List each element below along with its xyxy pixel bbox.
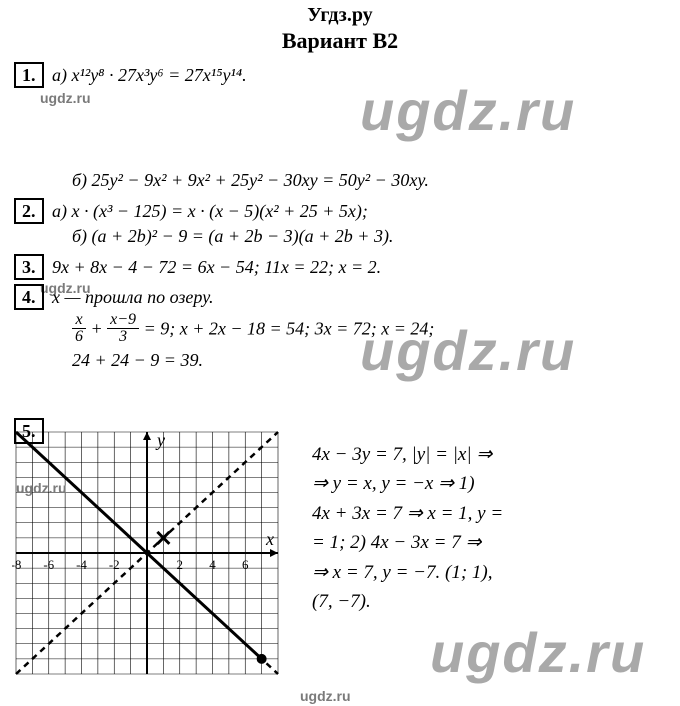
svg-text:x: x: [265, 529, 274, 549]
eq-line-1: 4x − 3y = 7, |y| = |x| ⇒: [312, 440, 662, 469]
coordinate-chart: -8 -6 -4 -2 2 4 6 x y: [12, 428, 282, 678]
eq-line-2: ⇒ y = x, y = −x ⇒ 1): [312, 469, 662, 498]
problem-2b-text: б) (a + 2b)² − 9 = (a + 2b − 3)(a + 2b +…: [72, 226, 393, 247]
svg-text:-4: -4: [76, 557, 87, 572]
problem-2-number: 2.: [14, 198, 44, 224]
problem-3-number: 3.: [14, 254, 44, 280]
svg-text:4: 4: [209, 557, 216, 572]
eq-line-5: ⇒ x = 7, y = −7. (1; 1),: [312, 558, 662, 587]
watermark-small: ugdz.ru: [40, 90, 91, 106]
watermark-large: ugdz.ru: [360, 78, 576, 143]
problem-1-number: 1.: [14, 62, 44, 88]
problem-1b-text: б) 25y² − 9x² + 9x² + 25y² − 30xy = 50y²…: [72, 170, 429, 191]
problem-4-math-2: 24 + 24 − 9 = 39.: [72, 350, 203, 371]
svg-text:6: 6: [242, 557, 249, 572]
page-title: Вариант В2: [0, 28, 680, 54]
problem-2a-text: а) x · (x³ − 125) = x · (x − 5)(x² + 25 …: [52, 201, 368, 221]
svg-text:y: y: [155, 430, 165, 450]
site-header: Угдз.ру: [0, 4, 680, 27]
svg-text:-2: -2: [109, 557, 120, 572]
watermark-small: ugdz.ru: [300, 688, 351, 704]
fraction-2: x−93: [107, 312, 139, 345]
svg-text:-8: -8: [12, 557, 21, 572]
eq-line-4: = 1; 2) 4x − 3x = 7 ⇒: [312, 528, 662, 557]
eq-line-6: (7, −7).: [312, 587, 662, 616]
problem-1a-text: а) x¹²y⁸ · 27x³y⁶ = 27x¹⁵y¹⁴.: [52, 65, 247, 85]
problem-3-text: 9x + 8x − 4 − 72 = 6x − 54; 11x = 22; x …: [52, 257, 381, 277]
problem-4-math-1: = 9; x + 2x − 18 = 54; 3x = 72; x = 24;: [144, 319, 435, 339]
watermark-small: ugdz.ru: [16, 480, 67, 496]
fraction-1: x6: [72, 312, 86, 345]
watermark-large: ugdz.ru: [430, 620, 646, 685]
problem-5-equations: 4x − 3y = 7, |y| = |x| ⇒ ⇒ y = x, y = −x…: [312, 440, 662, 617]
svg-text:2: 2: [177, 557, 184, 572]
eq-line-3: 4x + 3x = 7 ⇒ x = 1, y =: [312, 499, 662, 528]
problem-4-number: 4.: [14, 284, 44, 310]
problem-4a-text: x — прошла по озеру.: [52, 287, 214, 307]
svg-text:-6: -6: [43, 557, 54, 572]
plus-sign: +: [91, 319, 108, 339]
